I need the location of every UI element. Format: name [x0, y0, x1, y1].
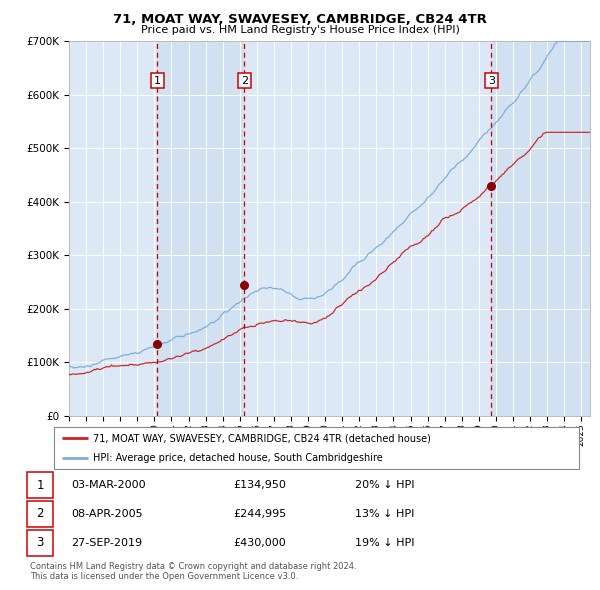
Text: 1: 1	[36, 478, 44, 491]
Text: 20% ↓ HPI: 20% ↓ HPI	[355, 480, 415, 490]
Text: Price paid vs. HM Land Registry's House Price Index (HPI): Price paid vs. HM Land Registry's House …	[140, 25, 460, 35]
Text: Contains HM Land Registry data © Crown copyright and database right 2024.: Contains HM Land Registry data © Crown c…	[30, 562, 356, 571]
Text: HPI: Average price, detached house, South Cambridgeshire: HPI: Average price, detached house, Sout…	[94, 453, 383, 463]
Text: 27-SEP-2019: 27-SEP-2019	[71, 537, 142, 548]
Text: 3: 3	[37, 536, 44, 549]
Text: 71, MOAT WAY, SWAVESEY, CAMBRIDGE, CB24 4TR (detached house): 71, MOAT WAY, SWAVESEY, CAMBRIDGE, CB24 …	[94, 433, 431, 443]
Bar	[157, 41, 244, 416]
Text: This data is licensed under the Open Government Licence v3.0.: This data is licensed under the Open Gov…	[30, 572, 298, 581]
Text: 08-APR-2005: 08-APR-2005	[71, 509, 143, 519]
Text: 03-MAR-2000: 03-MAR-2000	[71, 480, 146, 490]
Text: 13% ↓ HPI: 13% ↓ HPI	[355, 509, 415, 519]
Bar	[491, 41, 590, 416]
Text: £134,950: £134,950	[234, 480, 287, 490]
Text: £244,995: £244,995	[234, 509, 287, 519]
Text: 3: 3	[488, 76, 495, 86]
FancyBboxPatch shape	[27, 501, 53, 527]
Text: 1: 1	[154, 76, 161, 86]
Text: 71, MOAT WAY, SWAVESEY, CAMBRIDGE, CB24 4TR: 71, MOAT WAY, SWAVESEY, CAMBRIDGE, CB24 …	[113, 13, 487, 26]
Text: 19% ↓ HPI: 19% ↓ HPI	[355, 537, 415, 548]
FancyBboxPatch shape	[27, 530, 53, 556]
Text: 2: 2	[36, 507, 44, 520]
Text: £430,000: £430,000	[234, 537, 287, 548]
FancyBboxPatch shape	[27, 472, 53, 498]
Text: 2: 2	[241, 76, 248, 86]
FancyBboxPatch shape	[54, 427, 579, 469]
